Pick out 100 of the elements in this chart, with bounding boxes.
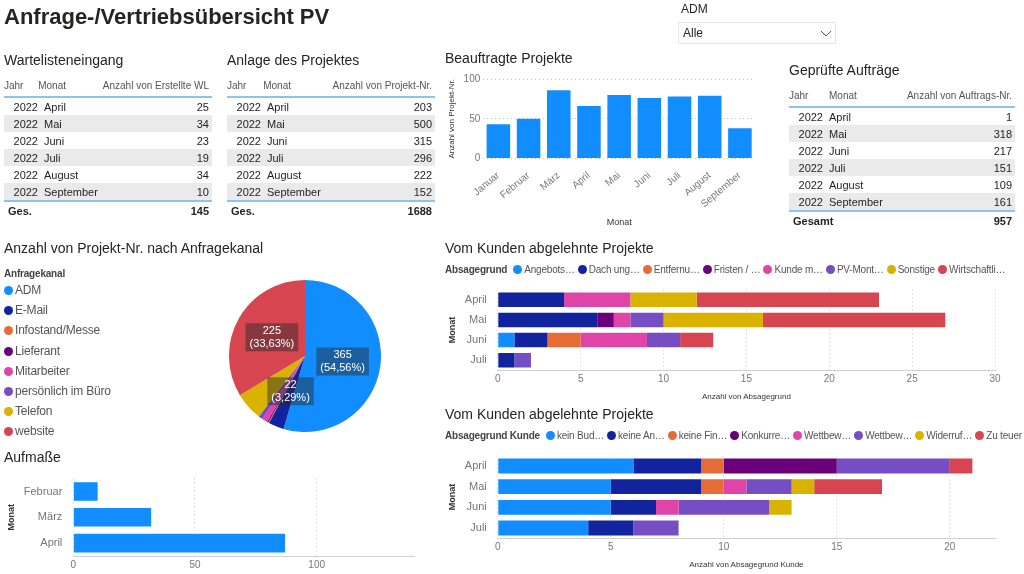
text: 2022 <box>12 117 38 130</box>
bar <box>696 292 879 307</box>
text: Alle <box>678 22 836 44</box>
y-tick-label: Juli <box>470 353 487 366</box>
x-tick-label: 0 <box>495 373 502 385</box>
bar <box>73 533 286 553</box>
text: 2022 <box>12 168 38 181</box>
x-tick-label: 20 <box>823 373 836 385</box>
legend-label: Mitarbeiter <box>15 363 70 378</box>
text: 2022 <box>797 127 823 140</box>
bar <box>630 312 664 328</box>
legend-label: PV-Mont… <box>836 264 884 275</box>
x-tick-label: 10 <box>657 373 670 385</box>
text: Monat <box>828 89 858 101</box>
y-tick-label: 100 <box>463 72 481 84</box>
text: April <box>828 110 852 123</box>
y-axis-title: Anzahl von Projekt-Nr. <box>447 78 456 159</box>
text: 2022 <box>235 168 261 181</box>
text: 151 <box>992 161 1013 174</box>
text: 1688 <box>406 205 433 217</box>
bar <box>577 106 601 159</box>
x-tick-label: Juli <box>664 169 683 188</box>
text: 161 <box>992 195 1013 208</box>
bar <box>633 458 702 474</box>
text: ADM <box>681 2 708 16</box>
legend-label: Sonstige <box>897 264 935 275</box>
y-tick-label: 0 <box>474 152 481 164</box>
bar <box>498 479 611 495</box>
legend-label: Entfernu… <box>653 264 700 275</box>
text: Anzahl von Erstellte WL <box>102 79 210 91</box>
legend-title: Anfragekanal <box>4 268 66 279</box>
bar <box>791 479 815 495</box>
legend-label: Fristen / … <box>713 264 761 275</box>
bar <box>498 520 589 536</box>
text: Anzahl von Projekt-Nr. <box>332 79 433 91</box>
x-tick-label: März <box>537 169 562 193</box>
legend-label: Wettbew… <box>865 430 913 441</box>
bar <box>656 499 679 515</box>
legend-label: Wirtschaftli… <box>948 264 1006 275</box>
text: 2022 <box>235 185 261 198</box>
y-tick-label: Juli <box>470 521 487 534</box>
bar <box>646 332 681 348</box>
bar <box>633 520 679 536</box>
bar <box>728 128 752 159</box>
text: 2022 <box>235 151 261 164</box>
x-axis-title: Anzahl von Absagegrund <box>701 392 791 402</box>
text: 222 <box>412 168 433 181</box>
legend-label: keine Fin… <box>678 430 728 441</box>
bar <box>516 118 541 159</box>
text: 2022 <box>12 151 38 164</box>
y-axis-title: Monat <box>5 504 16 531</box>
text: 2022 <box>12 185 38 198</box>
bar <box>746 479 792 495</box>
bar <box>762 312 946 328</box>
bar <box>678 499 769 515</box>
bar <box>814 479 882 495</box>
bar <box>769 499 792 515</box>
bar <box>498 499 611 515</box>
data-label: 22 (3,29%) <box>271 378 310 404</box>
text: 203 <box>412 100 433 113</box>
text: 23 <box>195 134 210 147</box>
legend-title: Absagegrund Kunde <box>445 430 540 441</box>
x-tick-label: 30 <box>989 373 1001 385</box>
y-tick-label: Juni <box>466 333 487 346</box>
text: 2022 <box>797 144 823 157</box>
bar <box>697 95 722 159</box>
x-tick-label: Juni <box>631 169 653 190</box>
bar <box>498 312 598 328</box>
bar <box>498 353 515 368</box>
x-tick-label: 15 <box>740 373 753 385</box>
text: Jahr <box>4 79 25 91</box>
x-tick-label: 10 <box>718 541 730 553</box>
y-tick-label: 50 <box>469 112 481 124</box>
bar <box>486 124 511 159</box>
bar <box>597 312 614 328</box>
x-tick-label: 25 <box>906 373 919 385</box>
text: 315 <box>412 134 433 147</box>
text: Wartelisteneingang <box>4 52 124 68</box>
text: 2022 <box>12 100 38 113</box>
text: Juni <box>828 144 851 157</box>
legend-label: Kunde m… <box>774 264 823 275</box>
chart-title: Aufmaße <box>4 449 61 465</box>
y-tick-label: Mai <box>469 312 487 325</box>
legend-label: keine An… <box>618 430 665 441</box>
text: Juli <box>266 151 285 164</box>
text: 152 <box>412 185 433 198</box>
x-tick-label: 50 <box>189 558 201 570</box>
legend-label: Wettbew… <box>804 430 852 441</box>
bar <box>680 332 714 348</box>
text: 2022 <box>235 134 261 147</box>
bar <box>667 96 692 159</box>
text: 500 <box>412 117 433 130</box>
bar <box>73 482 98 501</box>
text: Anlage des Projektes <box>227 52 360 68</box>
bar <box>613 312 631 328</box>
bar <box>949 458 973 474</box>
bar <box>630 292 697 307</box>
legend-label: Telefon <box>15 404 53 419</box>
chart-title: Vom Kunden abgelehnte Projekte <box>445 406 654 422</box>
text: 34 <box>195 168 210 181</box>
